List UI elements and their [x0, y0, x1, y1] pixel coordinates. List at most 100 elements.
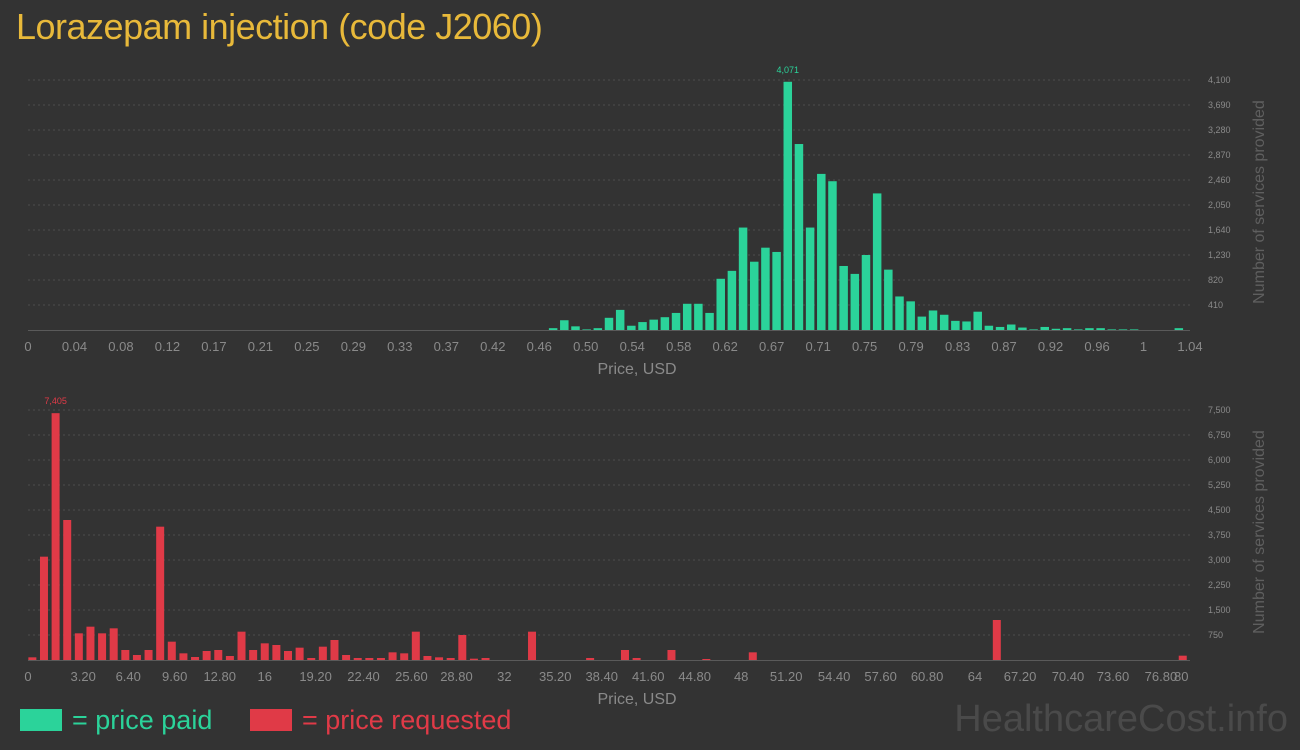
legend-requested-label: = price requested — [302, 704, 512, 735]
bar — [738, 227, 748, 330]
x-tick-label: 12.80 — [203, 669, 236, 684]
bar — [761, 247, 770, 330]
bar — [86, 626, 95, 660]
bar — [702, 659, 711, 660]
bar — [1062, 328, 1072, 330]
bar — [365, 658, 374, 660]
bar — [917, 316, 927, 330]
x-tick-label: 0.46 — [527, 339, 552, 354]
x-tick-label: 1 — [1140, 339, 1147, 354]
x-tick-label: 0.54 — [620, 339, 645, 354]
x-tick-label: 57.60 — [864, 669, 897, 684]
legend-paid-label: = price paid — [72, 704, 213, 735]
bar — [179, 653, 188, 660]
bar — [249, 650, 258, 660]
bar — [716, 278, 725, 330]
watermark: HealthcareCost.info — [954, 698, 1288, 740]
bar — [167, 641, 176, 660]
x-tick-label: 0 — [24, 669, 31, 684]
bar — [586, 658, 595, 660]
bar — [928, 310, 938, 330]
y-tick-label: 7,500 — [1208, 405, 1231, 415]
x-tick-label: 0.87 — [991, 339, 1016, 354]
bar — [342, 655, 351, 660]
bar — [951, 320, 960, 330]
bar — [671, 312, 681, 330]
legend-paid: = price paid — [20, 702, 212, 738]
bar — [1118, 329, 1128, 330]
bar — [411, 631, 420, 660]
bar — [627, 325, 636, 330]
y-tick-label: 5,250 — [1208, 480, 1231, 490]
bar — [98, 633, 107, 660]
x-tick-label: 3.20 — [71, 669, 96, 684]
x-tick-label: 51.20 — [770, 669, 803, 684]
bar — [694, 303, 703, 330]
bar — [682, 303, 692, 330]
bar — [1107, 329, 1117, 330]
bar — [632, 658, 641, 660]
x-axis-label: Price, USD — [597, 691, 676, 708]
bar — [144, 650, 153, 660]
requested-price-chart: 750 1,500 2,250 3,000 3,750 4,500 5,250 6,000 6,… — [24, 396, 1268, 708]
x-tick-label: 9.60 — [162, 669, 187, 684]
bar — [132, 655, 141, 660]
bar — [973, 311, 982, 330]
x-tick-label: 0.42 — [480, 339, 505, 354]
bar — [748, 652, 757, 660]
x-tick-label: 44.80 — [678, 669, 711, 684]
x-tick-label: 0.12 — [155, 339, 180, 354]
x-tick-label: 0.62 — [713, 339, 738, 354]
bar — [828, 181, 837, 330]
bar — [202, 651, 211, 660]
bar — [272, 645, 281, 660]
y-tick-label: 3,280 — [1208, 125, 1231, 135]
bar — [962, 321, 971, 330]
bar — [353, 658, 362, 660]
x-tick-label: 0.21 — [248, 339, 273, 354]
y-tick-label: 4,100 — [1208, 75, 1231, 85]
bar — [121, 650, 130, 660]
bar — [1074, 329, 1083, 330]
x-tick-label: 0.92 — [1038, 339, 1063, 354]
y-tick-label: 6,000 — [1208, 455, 1231, 465]
y-tick-label: 2,460 — [1208, 175, 1231, 185]
y-tick-label: 410 — [1208, 300, 1223, 310]
page-title: Lorazepam injection (code J2060) — [16, 6, 543, 47]
x-tick-label: 6.40 — [116, 669, 141, 684]
bar — [435, 657, 444, 660]
bar — [582, 329, 591, 330]
bar — [214, 650, 223, 660]
bar — [667, 650, 676, 660]
x-tick-label: 54.40 — [818, 669, 851, 684]
bar — [548, 328, 558, 330]
x-tick-label: 41.60 — [632, 669, 665, 684]
x-tick-label: 0.79 — [898, 339, 923, 354]
bar — [237, 631, 246, 660]
x-tick-label: 0.33 — [387, 339, 412, 354]
bar — [388, 652, 397, 660]
bar — [109, 628, 118, 660]
bar — [872, 193, 882, 330]
y-tick-label: 1,230 — [1208, 250, 1231, 260]
x-tick-label: 0.29 — [341, 339, 366, 354]
y-tick-label: 4,500 — [1208, 505, 1231, 515]
bar — [28, 657, 37, 660]
x-tick-label: 73.60 — [1097, 669, 1130, 684]
bar — [260, 643, 269, 660]
x-tick-label: 0.50 — [573, 339, 598, 354]
bar — [51, 413, 60, 660]
bar — [1006, 324, 1016, 330]
x-tick-label: 70.40 — [1052, 669, 1085, 684]
bar — [1096, 328, 1105, 330]
bar — [330, 640, 339, 660]
y-tick-label: 1,500 — [1208, 605, 1231, 615]
x-tick-label: 67.20 — [1004, 669, 1037, 684]
bar — [620, 650, 629, 660]
bar — [1178, 655, 1187, 660]
bar — [884, 269, 893, 330]
bar — [481, 658, 490, 660]
paid-price-chart: 410 820 1,230 1,640 2,050 2,460 2,870 3,280 3,69… — [24, 65, 1268, 378]
x-tick-label: 32 — [497, 669, 511, 684]
x-tick-label: 0.17 — [201, 339, 226, 354]
